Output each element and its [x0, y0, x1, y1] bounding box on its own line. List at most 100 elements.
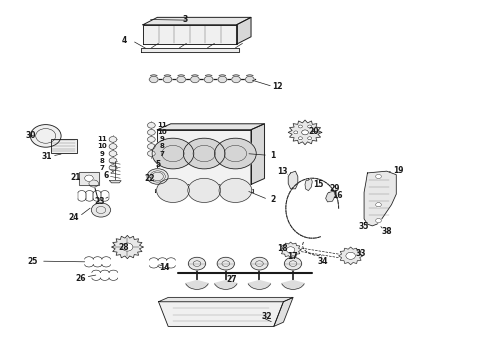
Wedge shape: [246, 75, 253, 80]
Text: 17: 17: [287, 252, 297, 261]
Circle shape: [286, 247, 295, 253]
Circle shape: [218, 76, 227, 83]
Circle shape: [177, 76, 186, 83]
Polygon shape: [159, 297, 293, 302]
Polygon shape: [280, 242, 301, 258]
Polygon shape: [155, 189, 253, 192]
Text: 10: 10: [98, 144, 107, 149]
Text: 26: 26: [75, 274, 86, 283]
Text: 19: 19: [393, 166, 404, 175]
Text: 31: 31: [42, 152, 52, 161]
Text: 30: 30: [25, 131, 36, 140]
Polygon shape: [110, 181, 121, 183]
Wedge shape: [219, 75, 225, 80]
Text: 2: 2: [270, 195, 275, 204]
Text: 20: 20: [308, 127, 319, 136]
Text: 18: 18: [277, 244, 288, 253]
Text: 8: 8: [159, 144, 164, 149]
Text: 38: 38: [381, 227, 392, 236]
Text: 27: 27: [226, 275, 237, 284]
Text: 9: 9: [159, 136, 164, 143]
Polygon shape: [305, 178, 312, 190]
Circle shape: [91, 203, 111, 217]
Circle shape: [109, 144, 117, 149]
Text: 28: 28: [119, 243, 129, 252]
Wedge shape: [150, 75, 157, 80]
Text: 33: 33: [356, 249, 367, 258]
Circle shape: [215, 138, 256, 169]
Text: 23: 23: [95, 197, 105, 206]
Text: 1: 1: [270, 151, 275, 160]
Text: 14: 14: [159, 263, 170, 272]
Wedge shape: [186, 280, 208, 289]
Circle shape: [346, 252, 355, 259]
Circle shape: [147, 136, 155, 142]
Circle shape: [298, 125, 302, 128]
Circle shape: [122, 243, 133, 251]
Circle shape: [149, 76, 158, 83]
Circle shape: [188, 178, 221, 202]
Text: 29: 29: [329, 184, 340, 193]
Polygon shape: [157, 124, 265, 130]
Text: 35: 35: [359, 222, 369, 231]
Wedge shape: [178, 75, 184, 80]
Wedge shape: [282, 280, 304, 289]
Circle shape: [251, 257, 268, 270]
Bar: [79, 171, 99, 185]
Circle shape: [147, 122, 155, 128]
Circle shape: [147, 151, 155, 156]
Circle shape: [109, 136, 117, 142]
Text: 3: 3: [182, 15, 188, 24]
Circle shape: [188, 257, 206, 270]
Circle shape: [376, 219, 381, 223]
Text: 25: 25: [27, 257, 38, 266]
Wedge shape: [215, 280, 237, 289]
Polygon shape: [143, 25, 237, 44]
Wedge shape: [233, 75, 239, 80]
Text: 24: 24: [68, 213, 79, 222]
Text: 15: 15: [313, 180, 323, 189]
Polygon shape: [157, 130, 251, 184]
Polygon shape: [288, 171, 298, 189]
Circle shape: [376, 203, 381, 207]
Text: 22: 22: [145, 174, 155, 183]
Circle shape: [30, 125, 61, 147]
Circle shape: [232, 76, 241, 83]
Circle shape: [183, 138, 225, 169]
Text: 21: 21: [71, 174, 81, 183]
Wedge shape: [192, 75, 198, 80]
Text: 34: 34: [318, 257, 328, 266]
Text: 16: 16: [332, 191, 343, 200]
Text: 6: 6: [103, 171, 108, 180]
Text: 5: 5: [155, 159, 160, 168]
Text: 11: 11: [157, 122, 167, 128]
Circle shape: [191, 76, 199, 83]
Circle shape: [109, 165, 117, 171]
Circle shape: [219, 178, 252, 202]
Circle shape: [85, 175, 93, 181]
Polygon shape: [274, 297, 293, 327]
Polygon shape: [251, 124, 265, 184]
Circle shape: [157, 178, 189, 202]
Text: 11: 11: [98, 136, 107, 143]
Text: 9: 9: [100, 150, 105, 157]
Polygon shape: [143, 17, 251, 25]
Text: 4: 4: [122, 36, 126, 45]
Bar: [79, 171, 99, 185]
Circle shape: [89, 180, 98, 187]
Circle shape: [245, 76, 254, 83]
Text: 8: 8: [100, 158, 105, 163]
Circle shape: [152, 138, 194, 169]
Circle shape: [284, 257, 302, 270]
Circle shape: [109, 151, 117, 156]
Polygon shape: [364, 171, 396, 226]
Circle shape: [312, 131, 316, 134]
Circle shape: [217, 257, 234, 270]
Text: 7: 7: [159, 150, 164, 157]
Text: 10: 10: [157, 129, 167, 135]
Polygon shape: [288, 120, 322, 145]
Circle shape: [147, 144, 155, 149]
Circle shape: [109, 158, 117, 163]
Text: 12: 12: [272, 82, 283, 91]
Circle shape: [376, 174, 381, 179]
